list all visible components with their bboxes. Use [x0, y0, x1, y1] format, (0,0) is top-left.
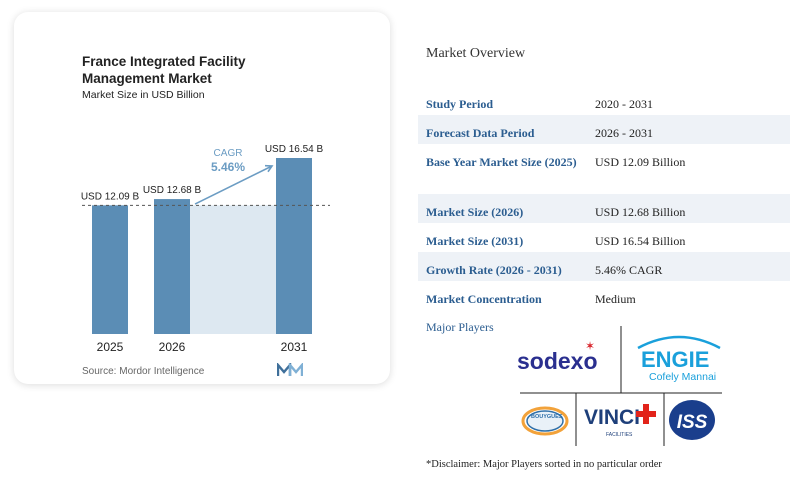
vinci-logo-text: VINCI [584, 406, 640, 429]
overview-key: Growth Rate (2026 - 2031) [426, 263, 562, 277]
overview-row: Study Period 2020 - 2031 [418, 86, 790, 115]
data-label: USD 12.68 B [143, 185, 202, 196]
overview-value: USD 12.09 Billion [595, 155, 686, 169]
overview-table: Study Period 2020 - 2031 Forecast Data Per… [418, 86, 790, 310]
overview-row: Growth Rate (2026 - 2031) 5.46% CAGR [418, 252, 790, 281]
growth-arrow-head [264, 164, 274, 173]
growth-shade [190, 205, 276, 334]
overview-key: Market Concentration [426, 292, 542, 306]
x-tick-label: 2025 [97, 340, 124, 354]
overview-value: 5.46% CAGR [595, 263, 663, 277]
source-note: Source: Mordor Intelligence [82, 366, 205, 377]
overview-row: Market Size (2026) USD 12.68 Billion [418, 194, 790, 223]
bar [92, 205, 128, 334]
iss-logo-text: ISS [677, 412, 708, 433]
overview-row: Market Size (2031) USD 16.54 Billion [418, 223, 790, 252]
engie-logo-icon: ENGIE Cofely Mannai [637, 335, 721, 383]
bar [276, 158, 312, 334]
bar [154, 199, 190, 334]
bar-chart: USD 12.09 B 2025 USD 12.68 B 2026 USD 16.54 … [81, 144, 330, 354]
chart-title: France Integrated Facility Management Ma… [82, 54, 246, 86]
mordor-logo-icon [277, 363, 303, 376]
overview-key: Market Size (2026) [426, 205, 524, 219]
overview-key: Base Year Market Size (2025) [426, 155, 577, 169]
bouygues-logo-icon: BOUYGUES [521, 406, 569, 436]
data-label: USD 16.54 B [265, 144, 324, 155]
overview-value: 2026 - 2031 [595, 126, 653, 140]
overview-value: USD 12.68 Billion [595, 205, 686, 219]
data-label: USD 12.09 B [81, 191, 140, 202]
x-tick-label: 2026 [159, 340, 186, 354]
engie-sub-text: Cofely Mannai [649, 371, 716, 383]
cagr-value: 5.46% [211, 160, 245, 174]
vinci-sub-text: FACILITIES [606, 432, 633, 438]
overview-key: Forecast Data Period [426, 126, 535, 140]
vinci-logo-icon: VINCI FACILITIES [584, 404, 656, 438]
chart-subtitle: Market Size in USD Billion [82, 89, 205, 101]
overview-title: Market Overview [426, 46, 526, 61]
overview-key: Study Period [426, 97, 494, 111]
overview-row: Base Year Market Size (2025) USD 12.09 Bi… [418, 144, 790, 194]
engie-logo-text: ENGIE [641, 347, 709, 372]
disclaimer: *Disclaimer: Major Players sorted in no … [426, 459, 662, 470]
x-tick-label: 2031 [281, 340, 308, 354]
overview-value: 2020 - 2031 [595, 97, 653, 111]
svg-text:✶: ✶ [585, 339, 595, 353]
iss-logo-icon: ISS [669, 400, 715, 440]
sodexo-logo-icon: sodexo ✶ [517, 339, 598, 374]
overview-row: Market Concentration Medium [418, 281, 790, 310]
overview-row: Forecast Data Period 2026 - 2031 [418, 115, 790, 144]
overview-value: Medium [595, 292, 636, 306]
cagr-label: CAGR [214, 148, 243, 159]
bouygues-logo-text: BOUYGUES [531, 414, 563, 420]
sodexo-logo-text: sodexo [517, 348, 598, 374]
players-label: Major Players [426, 320, 494, 334]
growth-arrow [194, 165, 273, 205]
overview-value: USD 16.54 Billion [595, 234, 686, 248]
overview-key: Market Size (2031) [426, 234, 524, 248]
